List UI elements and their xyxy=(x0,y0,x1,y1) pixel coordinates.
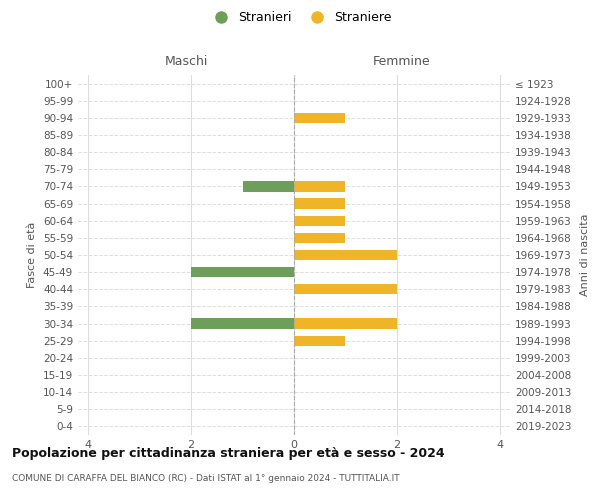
Bar xyxy=(294,182,346,192)
Bar xyxy=(294,250,397,260)
Bar xyxy=(191,318,294,328)
Text: COMUNE DI CARAFFA DEL BIANCO (RC) - Dati ISTAT al 1° gennaio 2024 - TUTTITALIA.I: COMUNE DI CARAFFA DEL BIANCO (RC) - Dati… xyxy=(12,474,400,483)
Bar xyxy=(294,318,397,328)
Text: Popolazione per cittadinanza straniera per età e sesso - 2024: Popolazione per cittadinanza straniera p… xyxy=(12,448,445,460)
Bar xyxy=(294,284,397,294)
Y-axis label: Anni di nascita: Anni di nascita xyxy=(580,214,590,296)
Bar xyxy=(242,182,294,192)
Bar xyxy=(294,112,346,123)
Legend: Stranieri, Straniere: Stranieri, Straniere xyxy=(203,6,397,29)
Bar xyxy=(294,336,346,346)
Y-axis label: Fasce di età: Fasce di età xyxy=(28,222,37,288)
Bar xyxy=(191,267,294,278)
Bar xyxy=(294,216,346,226)
Bar xyxy=(294,232,346,243)
Text: Maschi: Maschi xyxy=(164,55,208,68)
Bar xyxy=(294,198,346,208)
Text: Femmine: Femmine xyxy=(373,55,431,68)
